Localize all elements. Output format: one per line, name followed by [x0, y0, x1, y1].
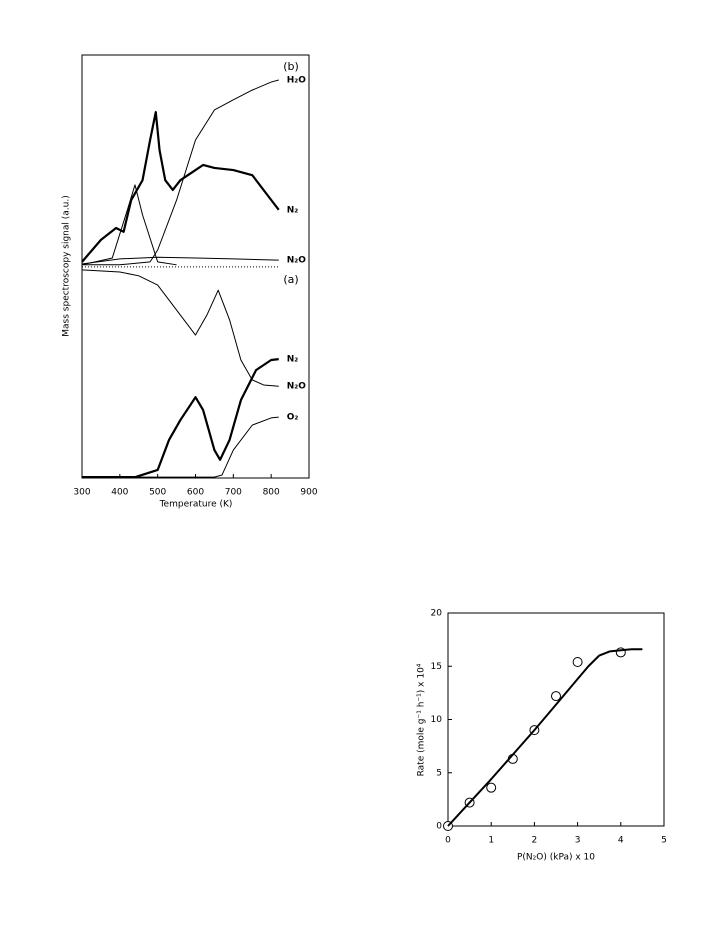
y-tick-label: 0 [436, 822, 442, 832]
plot-frame [447, 612, 665, 827]
y-tick-label: 10 [431, 715, 443, 725]
x-tick-label: 5 [661, 836, 667, 846]
y-tick-label: 20 [431, 609, 443, 619]
x-axis-label: P(N₂O) (kPa) x 10 [517, 853, 595, 863]
y-axis-label: Mass spectroscopy signal (a.u.) [62, 195, 72, 336]
y-tick-label: 15 [431, 662, 442, 672]
series-line [81, 256, 279, 265]
x-tick-label: 1 [488, 836, 494, 846]
x-tick-label: 500 [149, 488, 166, 498]
y-tick-label: 5 [436, 768, 442, 778]
x-tick-label: 4 [618, 836, 624, 846]
x-tick-label: 400 [111, 488, 128, 498]
x-axis-label: Temperature (K) [159, 500, 233, 510]
series-label: N₂O [287, 256, 306, 266]
series-line [82, 416, 279, 478]
series-line [82, 79, 279, 266]
x-tick-label: 0 [445, 836, 451, 846]
x-tick-label: 600 [187, 488, 204, 498]
x-tick-label: 3 [575, 836, 581, 846]
x-tick-label: 700 [225, 488, 242, 498]
series-label: N₂ [287, 205, 299, 215]
data-point [551, 691, 561, 702]
series-line [81, 269, 279, 387]
panel-label: (b) [283, 60, 299, 73]
panel-label: (a) [283, 273, 298, 286]
series-line [81, 184, 177, 266]
series-line [82, 358, 279, 479]
data-point [572, 656, 583, 667]
series-line [81, 111, 280, 263]
x-tick-label: 300 [73, 488, 90, 498]
data-point [486, 782, 497, 793]
series-label: N₂O [287, 382, 306, 392]
y-axis-label: Rate (mole g⁻¹ h⁻¹) x 10⁴ [417, 663, 427, 776]
x-tick-label: 2 [532, 836, 538, 846]
x-tick-label: 800 [263, 488, 280, 498]
x-tick-label: 900 [300, 488, 317, 498]
series-label: H₂O [287, 75, 306, 85]
series-line [447, 648, 643, 827]
series-label: N₂ [287, 355, 299, 365]
series-label: O₂ [287, 413, 299, 423]
